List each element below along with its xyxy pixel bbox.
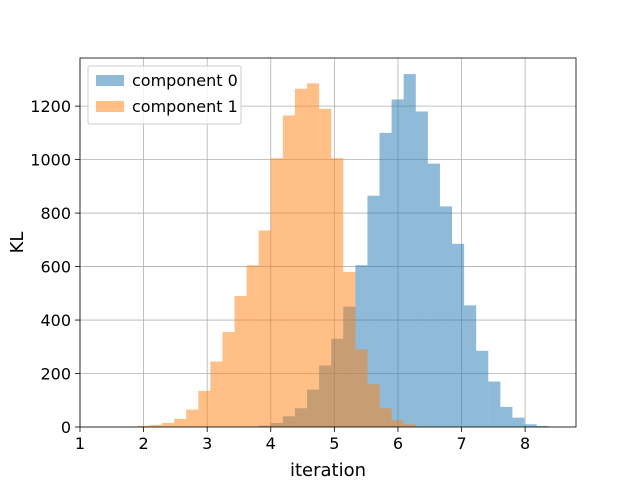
histogram-bar	[234, 295, 247, 427]
histogram-bar	[174, 418, 187, 427]
histogram-bar	[415, 111, 428, 427]
x-tick-label: 3	[202, 434, 212, 453]
histogram-bar	[331, 158, 344, 428]
histogram-bar	[488, 381, 501, 427]
legend-box	[87, 65, 242, 125]
histogram-bar	[500, 406, 513, 427]
y-tick-label: 1200	[30, 97, 71, 116]
histogram-bar	[137, 425, 150, 427]
y-tick-label: 400	[40, 311, 71, 330]
histogram-bar	[476, 350, 489, 427]
x-tick-label: 5	[329, 434, 339, 453]
plot-frame	[79, 57, 577, 428]
histogram-bar	[452, 243, 465, 427]
histogram-bar	[403, 74, 416, 427]
x-tick-label: 4	[266, 434, 276, 453]
histogram-bar	[367, 195, 380, 427]
x-tick-label: 7	[456, 434, 466, 453]
histogram-bar	[198, 390, 211, 427]
histogram-bar	[282, 115, 295, 427]
histogram-bar	[524, 424, 537, 427]
histogram-bar	[355, 349, 368, 427]
histogram-bar	[379, 132, 392, 427]
histogram-bar	[210, 361, 223, 427]
x-tick-label: 8	[520, 434, 530, 453]
histogram-bar	[536, 425, 549, 427]
histogram-bar	[270, 158, 283, 428]
x-tick-label: 6	[393, 434, 403, 453]
histogram-bar	[464, 305, 477, 427]
histogram-bar	[307, 83, 320, 428]
histogram-bar	[294, 88, 308, 427]
legend: component 0 component 1	[87, 65, 242, 125]
histogram-bar	[512, 417, 525, 427]
histogram-bar	[222, 332, 235, 427]
y-tick-label: 0	[61, 418, 71, 437]
legend-swatch	[96, 75, 124, 86]
series-1	[125, 83, 416, 428]
y-tick-label: 200	[40, 365, 71, 384]
legend-label: component 1	[132, 97, 238, 116]
histogram-bar	[367, 384, 380, 427]
x-tick-label: 1	[75, 434, 85, 453]
histogram-bar	[427, 163, 440, 427]
histogram-bar	[391, 99, 404, 428]
histogram-bar	[439, 206, 453, 427]
histogram-bar	[343, 271, 356, 427]
histogram-bar	[258, 230, 271, 427]
histogram-bar	[186, 409, 199, 427]
histogram-bar	[246, 265, 259, 427]
legend-swatch	[96, 101, 124, 112]
legend-label: component 0	[132, 71, 238, 90]
y-axis-label: KL	[7, 232, 28, 254]
x-axis-ticks: 1 2 3 4 5 6 7 8	[75, 427, 530, 453]
histogram-bar	[391, 420, 404, 427]
y-tick-label: 800	[40, 204, 71, 223]
histogram-bar	[162, 422, 175, 427]
y-tick-label: 1000	[30, 151, 71, 170]
histogram-bar	[379, 408, 392, 427]
histogram-bar	[403, 424, 416, 427]
histogram-bars	[125, 74, 549, 428]
histogram-bar	[319, 108, 332, 427]
x-tick-label: 2	[138, 434, 148, 453]
x-axis-label: iteration	[290, 460, 366, 480]
y-tick-label: 600	[40, 258, 71, 277]
y-axis-ticks: 0 200 400 600 800 1000 1200	[30, 97, 80, 437]
histogram-bar	[149, 424, 163, 427]
